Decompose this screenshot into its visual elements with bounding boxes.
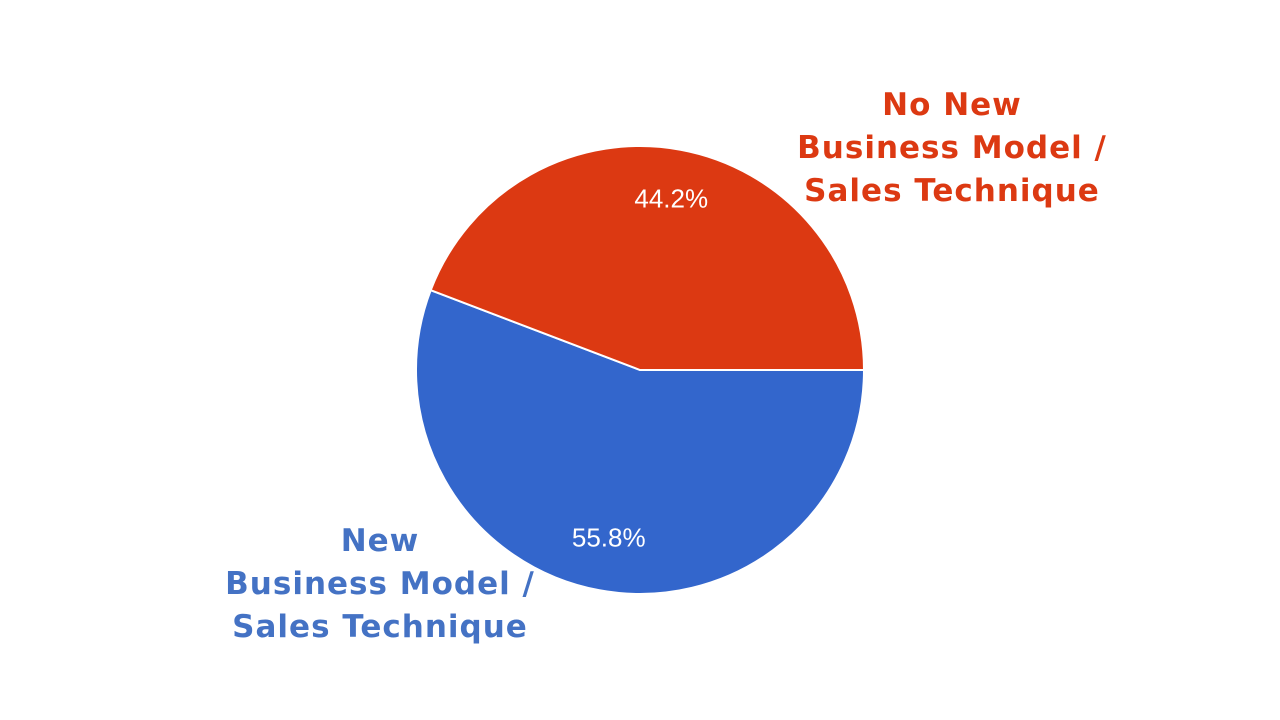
value-label: 44.2% bbox=[634, 183, 708, 213]
slice-name: No New Business Model / Sales Technique bbox=[797, 87, 1107, 209]
value-label: 55.8% bbox=[572, 522, 646, 552]
slice-name: New Business Model / Sales Technique bbox=[225, 523, 535, 645]
pie-slice bbox=[429, 145, 866, 371]
pie-slice bbox=[415, 288, 866, 595]
